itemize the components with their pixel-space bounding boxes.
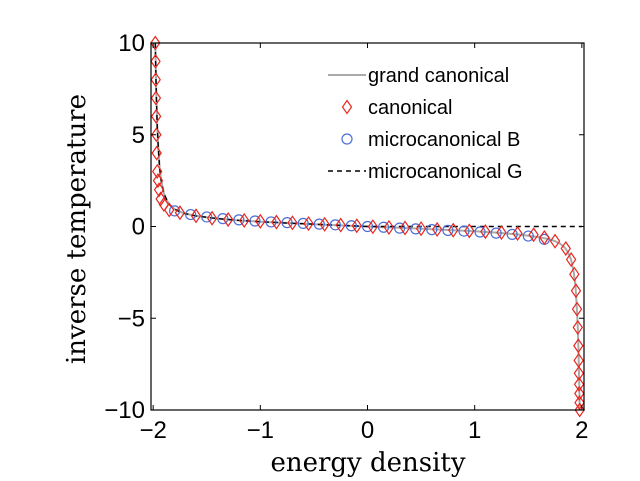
x-tick-label: 2 (575, 417, 588, 444)
x-tick-label: −2 (139, 417, 166, 444)
canonical-point (239, 212, 250, 228)
canonical-point (572, 319, 584, 335)
legend: grand canonical canonical microcanonical B… (328, 65, 523, 183)
x-tick-label: 0 (361, 417, 374, 444)
canonical-point (399, 220, 411, 236)
microcanonical-b-point (201, 211, 213, 223)
canonical-point (151, 163, 163, 180)
microcanonical-b-point (313, 218, 325, 230)
legend-label: microcanonical G (368, 161, 523, 183)
x-tick-label: −1 (247, 417, 274, 444)
canonical-point (351, 218, 363, 234)
canonical-point (206, 210, 218, 226)
canonical-point (153, 182, 165, 198)
microcanonical-b-point (297, 217, 309, 229)
canonical-point (303, 216, 314, 232)
microcanonical-b-point (217, 213, 229, 225)
canonical-point (574, 395, 585, 411)
microcanonical-b-point (377, 221, 390, 233)
canonical-point (512, 225, 523, 242)
legend-label: grand canonical (368, 65, 509, 87)
microcanonical-b-point (426, 224, 438, 236)
microcanonical-b-point (522, 230, 534, 242)
microcanonical-b-point (168, 205, 181, 217)
canonical-point (496, 225, 507, 241)
legend-swatch-canonical (341, 99, 353, 115)
microcanonical-b-point (458, 225, 470, 237)
canonical-point (151, 127, 162, 143)
canonical-point (383, 219, 395, 235)
canonical-point (574, 385, 585, 402)
y-tick-label: −10 (104, 397, 145, 424)
microcanonical-b-point (185, 208, 197, 221)
canonical-point (150, 108, 162, 124)
legend-swatch-microcanonical-b (341, 133, 353, 145)
y-tick-label: 5 (132, 122, 145, 149)
y-axis-label: inverse temperature (62, 94, 92, 364)
microcanonical-b-point (410, 223, 422, 235)
canonical-point (190, 208, 202, 224)
canonical-point (319, 216, 330, 232)
canonical-point (150, 35, 161, 51)
canonical-point (222, 211, 234, 228)
canonical-point (480, 224, 491, 240)
canonical-point (415, 221, 427, 237)
x-axis-label: energy density (270, 448, 465, 478)
canonical-point (150, 72, 161, 88)
microcanonical-b-point (265, 216, 277, 228)
x-tick-label: 1 (468, 417, 481, 444)
microcanonical-b-point (474, 226, 486, 238)
microcanonical-b-point (249, 215, 261, 227)
canonical-point (174, 205, 186, 221)
canonical-point (569, 266, 580, 282)
canonical-point (163, 202, 175, 218)
canonical-point (158, 196, 170, 213)
canonical-point (367, 219, 379, 235)
microcanonical-b-point (345, 220, 358, 232)
canonical-point (255, 213, 266, 229)
canonical-point (464, 223, 475, 239)
canonical-point (573, 365, 585, 381)
y-tick-label: −5 (118, 305, 145, 332)
microcanonical-b-point (329, 219, 341, 231)
canonical-point (570, 283, 582, 299)
canonical-point (335, 217, 346, 233)
canonical-point (271, 214, 282, 230)
canonical-point (560, 240, 572, 257)
canonical-point (448, 222, 459, 238)
canonical-point (573, 376, 585, 392)
canonical-point (549, 233, 561, 249)
y-tick-label: 10 (118, 30, 145, 57)
legend-label: canonical (368, 97, 453, 119)
microcanonical-b-point (394, 222, 406, 234)
canonical-point (574, 402, 585, 418)
canonical-point (539, 229, 550, 246)
microcanonical-b-point (506, 228, 518, 240)
microcanonical-b-point (490, 227, 502, 239)
plot-area (150, 35, 585, 418)
canonical-point (287, 215, 298, 231)
canonical-point (150, 53, 161, 69)
canonical-point (528, 227, 539, 243)
legend-label: microcanonical B (368, 129, 520, 151)
canonical-point (150, 90, 162, 106)
canonical-point (573, 338, 584, 354)
canonical-point (151, 145, 162, 161)
microcanonical-b-point (361, 220, 374, 233)
microcanonical-b-point (281, 217, 293, 229)
microcanonical-b-point (233, 214, 245, 226)
y-tick-label: 0 (132, 214, 145, 241)
microcanonical-b-point (442, 224, 454, 236)
canonical-point (431, 221, 443, 237)
canonical-point (565, 251, 577, 268)
canonical-point (571, 301, 583, 317)
canonical-point (152, 173, 164, 189)
